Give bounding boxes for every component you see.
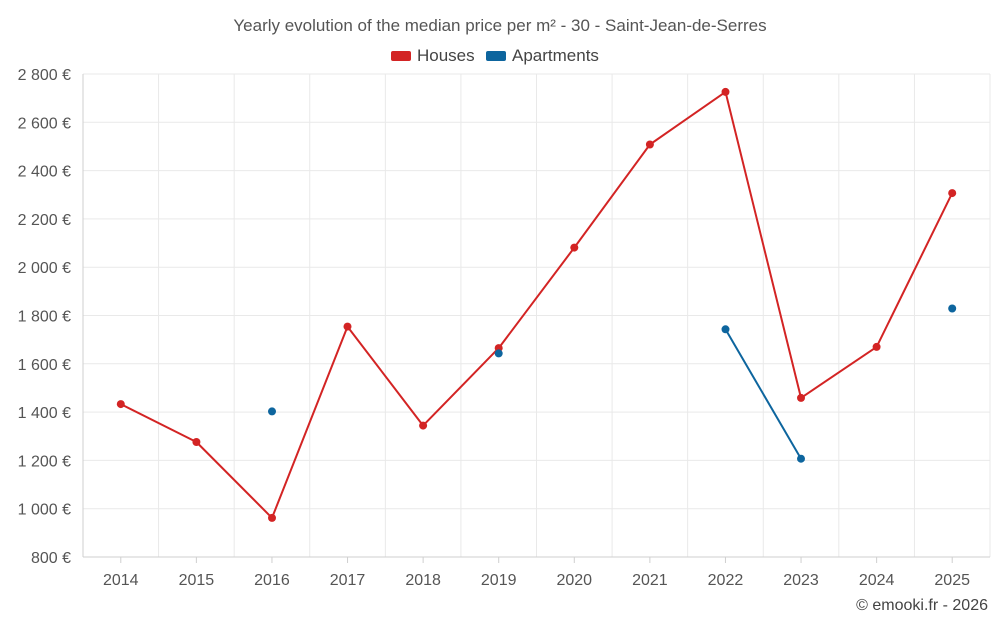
- chart-title: Yearly evolution of the median price per…: [233, 16, 766, 35]
- series-apartments: [268, 304, 957, 463]
- y-tick-label: 1 600 €: [18, 357, 71, 374]
- data-point-apartments[interactable]: [797, 454, 805, 463]
- x-tick-label: 2019: [481, 572, 517, 589]
- x-tick-label: 2022: [708, 572, 744, 589]
- data-point-houses[interactable]: [872, 342, 881, 351]
- legend-label-houses: Houses: [417, 46, 475, 65]
- y-tick-label: 2 000 €: [18, 260, 71, 277]
- axes: 800 € 1 000 € 1 200 € 1 400 € 1 600 € 1 800 €…: [18, 67, 990, 589]
- legend-swatch-houses: [391, 51, 411, 61]
- data-point-houses[interactable]: [570, 243, 579, 252]
- data-point-apartments[interactable]: [948, 304, 957, 313]
- legend-item-houses[interactable]: Houses: [391, 46, 475, 65]
- legend: Houses Apartments: [391, 46, 599, 65]
- x-tick-label: 2018: [405, 572, 441, 589]
- series: [116, 87, 957, 522]
- series-line-houses: [120, 90, 954, 519]
- x-tick-label: 2024: [859, 572, 895, 589]
- credit-text: © emooki.fr - 2026: [856, 597, 988, 614]
- data-point-houses[interactable]: [343, 322, 352, 331]
- data-point-houses[interactable]: [268, 513, 276, 522]
- data-point-houses[interactable]: [116, 400, 125, 409]
- data-point-houses[interactable]: [948, 189, 957, 198]
- y-tick-label: 2 600 €: [18, 115, 71, 132]
- x-tick-label: 2025: [934, 572, 970, 589]
- grid: [82, 73, 991, 558]
- data-point-houses[interactable]: [419, 421, 428, 430]
- y-tick-label: 1 800 €: [18, 309, 71, 326]
- data-point-houses[interactable]: [192, 438, 201, 446]
- data-point-apartments[interactable]: [268, 407, 276, 416]
- x-tick-label: 2015: [179, 572, 215, 589]
- x-tick-label: 2014: [103, 572, 139, 589]
- y-tick-label: 2 200 €: [18, 212, 71, 229]
- data-point-apartments[interactable]: [721, 325, 730, 334]
- data-point-houses[interactable]: [645, 140, 654, 149]
- data-point-houses[interactable]: [797, 393, 805, 402]
- x-tick-label: 2016: [254, 572, 290, 589]
- legend-label-apartments: Apartments: [512, 46, 599, 65]
- legend-swatch-apartments: [486, 51, 506, 61]
- y-tick-label: 1 000 €: [18, 502, 71, 519]
- x-tick-label: 2017: [330, 572, 366, 589]
- data-point-apartments[interactable]: [494, 349, 503, 358]
- y-tick-label: 800 €: [31, 550, 71, 567]
- y-tick-label: 1 200 €: [18, 453, 71, 470]
- series-houses: [116, 87, 957, 522]
- series-line-apartments: [724, 328, 802, 460]
- y-tick-label: 1 400 €: [18, 405, 71, 422]
- data-point-houses[interactable]: [721, 87, 730, 96]
- legend-item-apartments[interactable]: Apartments: [486, 46, 599, 65]
- y-tick-label: 2 400 €: [18, 164, 71, 181]
- y-tick-label: 2 800 €: [18, 67, 71, 84]
- x-tick-label: 2021: [632, 572, 668, 589]
- x-tick-label: 2023: [783, 572, 819, 589]
- x-tick-label: 2020: [556, 572, 592, 589]
